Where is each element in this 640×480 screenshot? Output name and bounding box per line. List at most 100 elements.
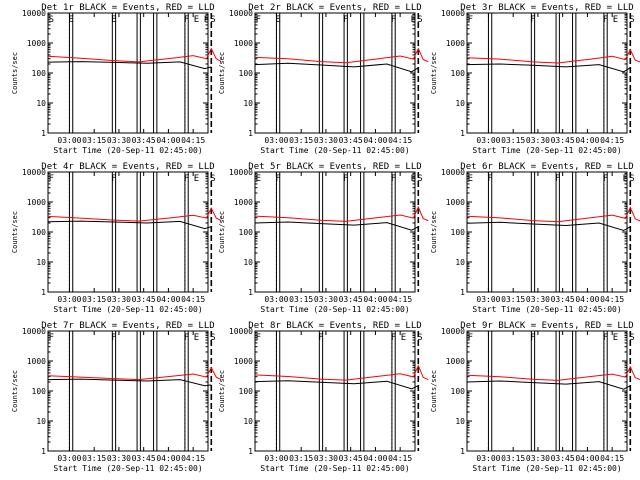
lld-series-line (47, 47, 222, 63)
flag-label: F (603, 333, 608, 343)
plot-frame (47, 330, 209, 452)
flag-label: S (210, 333, 215, 343)
flag-label: F (603, 15, 608, 25)
x-tick-label: 03:15 (82, 136, 106, 145)
y-tick-label: 10000 (229, 9, 253, 18)
x-tick-label: 03:30 (526, 295, 550, 304)
plot-frame (466, 12, 628, 134)
flag-label: F (391, 15, 396, 25)
panel-title: Det 7r BLACK = Events, RED = LLD (41, 321, 214, 331)
y-tick-label: 1 (41, 447, 46, 456)
x-tick-label: 03:30 (526, 136, 550, 145)
x-tick-label: 03:00 (57, 454, 81, 463)
flag-label: S (629, 174, 634, 184)
y-tick-label: 1 (248, 447, 253, 456)
plot-frame (254, 171, 416, 293)
y-tick-label: 1 (460, 447, 465, 456)
x-tick-label: 03:45 (339, 454, 363, 463)
x-axis-label: Start Time (20-Sep-11 02:45:00) (53, 464, 202, 473)
y-tick-label: 100 (32, 387, 47, 396)
x-tick-label: 03:45 (551, 454, 575, 463)
x-axis-label: Start Time (20-Sep-11 02:45:00) (472, 464, 621, 473)
panel-title: Det 5r BLACK = Events, RED = LLD (248, 162, 421, 172)
y-tick-label: 1 (41, 129, 46, 138)
y-tick-label: 1000 (446, 357, 465, 366)
plot-frame (47, 12, 209, 134)
y-tick-label: 10 (243, 417, 253, 426)
y-tick-label: 1000 (27, 198, 46, 207)
y-axis-label: Counts/sec (430, 370, 438, 412)
x-tick-label: 04:15 (600, 136, 624, 145)
flag-label: E (194, 333, 199, 343)
flag-label: F (468, 15, 473, 25)
plot-frame (466, 330, 628, 452)
y-tick-label: 1000 (27, 39, 46, 48)
flag-label: E (275, 15, 280, 25)
events-series-line (47, 220, 212, 230)
lld-series-line (466, 365, 640, 381)
y-tick-label: 100 (451, 387, 466, 396)
flag-label: F (111, 174, 116, 184)
panel-det-7: Det 7r BLACK = Events, RED = LLD 1 10 100 10… (11, 321, 222, 473)
x-tick-label: 04:15 (181, 295, 205, 304)
events-series-line (466, 380, 631, 390)
flag-label: E (194, 174, 199, 184)
x-tick-label: 03:45 (132, 454, 156, 463)
flag-label: F (391, 174, 396, 184)
flag-label: S (417, 15, 422, 25)
flag-label: F (487, 174, 492, 184)
events-series-line (466, 221, 631, 232)
x-tick-label: 03:30 (314, 454, 338, 463)
flag-label: S (417, 333, 422, 343)
x-tick-label: 03:45 (551, 136, 575, 145)
x-tick-label: 03:00 (57, 295, 81, 304)
x-tick-label: 03:15 (501, 136, 525, 145)
x-tick-label: 04:15 (600, 454, 624, 463)
panel-det-1: Det 1r BLACK = Events, RED = LLD 1 10 100 10… (11, 3, 222, 155)
x-axis-label: Start Time (20-Sep-11 02:45:00) (53, 146, 202, 155)
y-tick-label: 10 (243, 99, 253, 108)
y-tick-label: 100 (239, 69, 254, 78)
plot-frame (254, 330, 416, 452)
y-tick-label: 1 (460, 129, 465, 138)
panel-det-9: Det 9r BLACK = Events, RED = LLD 1 10 100 10… (430, 321, 640, 473)
y-tick-label: 10 (455, 258, 465, 267)
flag-label: F (184, 333, 189, 343)
x-axis-label: Start Time (20-Sep-11 02:45:00) (260, 146, 409, 155)
lld-series-line (254, 205, 429, 222)
y-tick-label: 1 (248, 288, 253, 297)
flag-label: E (623, 174, 628, 184)
flag-label: E (68, 15, 73, 25)
plot-frame (466, 171, 628, 293)
flag-label: F (555, 174, 560, 184)
x-tick-label: 04:15 (181, 136, 205, 145)
y-axis-label: Counts/sec (11, 211, 19, 253)
y-axis-label: Counts/sec (430, 52, 438, 94)
x-tick-label: 04:00 (363, 136, 387, 145)
x-tick-label: 03:00 (57, 136, 81, 145)
x-tick-label: 03:15 (82, 295, 106, 304)
x-axis-label: Start Time (20-Sep-11 02:45:00) (260, 305, 409, 314)
y-tick-label: 1000 (234, 198, 253, 207)
x-tick-label: 03:15 (82, 454, 106, 463)
y-tick-label: 10 (36, 417, 46, 426)
flag-label: E (401, 333, 406, 343)
x-tick-label: 03:15 (289, 136, 313, 145)
panel-title: Det 6r BLACK = Events, RED = LLD (460, 162, 633, 172)
x-tick-label: 03:30 (314, 295, 338, 304)
y-tick-label: 100 (451, 228, 466, 237)
y-axis-label: Counts/sec (218, 52, 226, 94)
x-axis-label: Start Time (20-Sep-11 02:45:00) (472, 146, 621, 155)
y-tick-label: 10 (36, 258, 46, 267)
x-tick-label: 03:30 (314, 136, 338, 145)
flag-label: S (629, 15, 634, 25)
x-tick-label: 03:45 (551, 295, 575, 304)
x-tick-label: 03:15 (501, 454, 525, 463)
lld-series-line (466, 206, 640, 223)
flag-label: S (629, 333, 634, 343)
flag-label: S (49, 15, 54, 25)
x-tick-label: 04:00 (363, 454, 387, 463)
y-tick-label: 10000 (229, 327, 253, 336)
y-tick-label: 1 (248, 129, 253, 138)
